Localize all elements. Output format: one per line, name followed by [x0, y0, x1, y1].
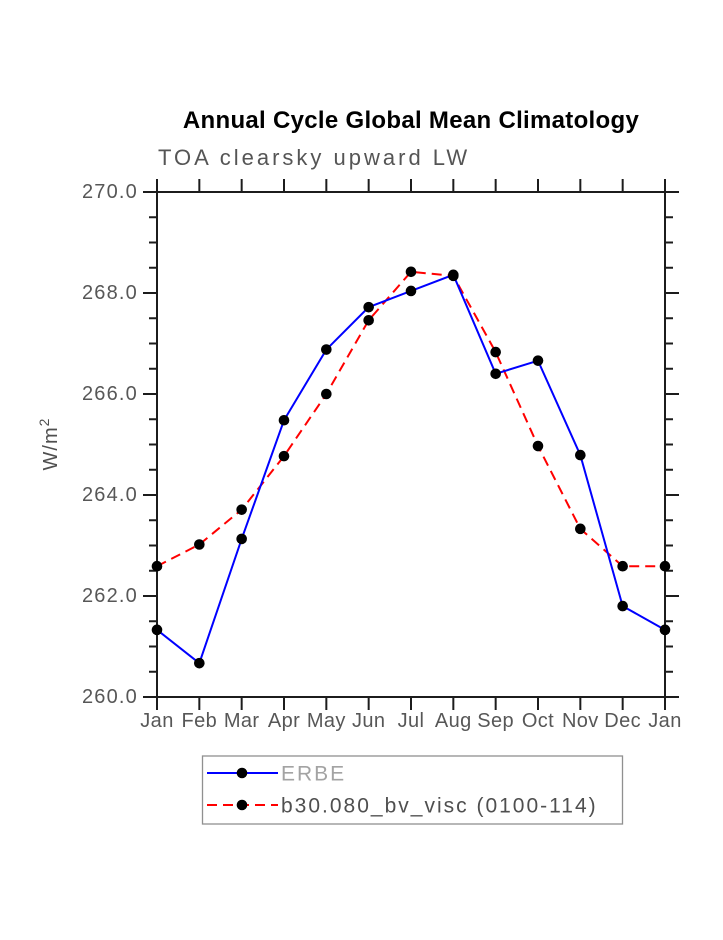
x-tick-label: Jul: [398, 710, 425, 732]
data-point-marker: [405, 285, 417, 297]
x-tick-label: Oct: [522, 710, 554, 732]
x-tick-label: Nov: [562, 710, 599, 732]
data-point-marker: [532, 355, 544, 366]
data-point-marker: [194, 657, 205, 669]
x-tick-label: Apr: [268, 710, 300, 732]
x-tick-label: Feb: [181, 710, 217, 732]
data-point-marker: [278, 450, 290, 462]
data-point-marker: [575, 449, 586, 461]
data-point-marker: [236, 504, 247, 515]
data-point-marker: [321, 388, 332, 400]
legend-marker: [236, 767, 248, 779]
y-tick-label: 266.0: [82, 383, 138, 405]
data-point-marker: [363, 314, 374, 326]
data-point-marker: [194, 539, 205, 550]
data-point-marker: [321, 344, 332, 355]
x-tick-label: Jan: [140, 710, 173, 732]
y-axis-title: W/m2: [36, 418, 62, 471]
chart-title: Annual Cycle Global Mean Climatology: [182, 107, 640, 134]
y-tick-label: 268.0: [82, 282, 138, 304]
data-point-marker: [617, 560, 628, 572]
x-tick-label: Sep: [477, 710, 514, 732]
data-point-marker: [278, 414, 290, 426]
x-tick-label: Mar: [224, 710, 260, 732]
y-tick-label: 262.0: [82, 585, 138, 607]
data-point-marker: [532, 440, 544, 452]
y-tick-label: 264.0: [82, 484, 138, 506]
data-point-marker: [151, 560, 163, 572]
data-point-marker: [659, 624, 671, 636]
y-tick-label: 270.0: [82, 181, 138, 203]
legend-label: ERBE: [281, 763, 346, 786]
x-tick-label: Jan: [648, 710, 681, 732]
x-tick-label: Jun: [352, 710, 385, 732]
data-point-marker: [363, 301, 374, 313]
data-point-marker: [617, 600, 628, 612]
legend-label: b30.080_bv_visc (0100-114): [281, 795, 598, 818]
data-point-marker: [490, 368, 501, 380]
series-line-b30-080-bv-visc-0100-114-: [156, 270, 665, 568]
chart-subtitle: TOA clearsky upward LW: [158, 145, 471, 170]
data-point-marker: [575, 523, 586, 535]
x-tick-label: May: [307, 710, 346, 732]
y-tick-label: 260.0: [82, 686, 138, 708]
y-axis-title-superscript: 2: [36, 418, 52, 427]
data-point-marker: [659, 560, 671, 572]
legend-box: [201, 755, 624, 825]
data-point-marker: [490, 346, 501, 358]
data-point-marker: [405, 266, 417, 278]
x-tick-label: Aug: [435, 710, 472, 732]
legend-marker: [236, 799, 248, 811]
series-line-erbe: [156, 273, 666, 665]
data-point-marker: [448, 270, 459, 282]
data-point-marker: [151, 624, 163, 636]
data-point-marker: [236, 533, 247, 545]
x-tick-label: Dec: [604, 710, 641, 732]
